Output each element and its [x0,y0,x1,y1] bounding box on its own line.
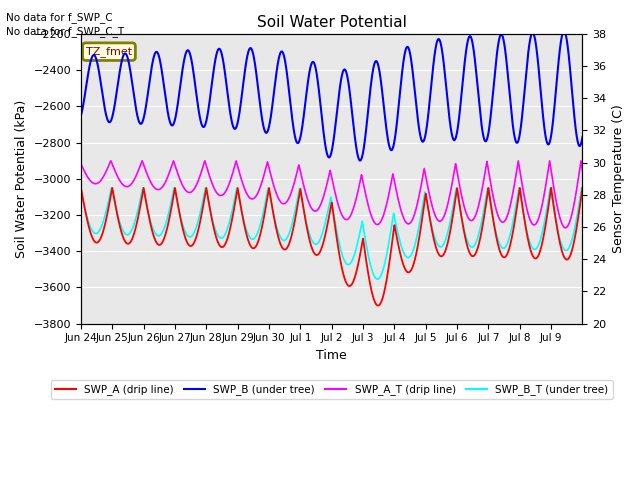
SWP_A_T (drip line) [460,201,467,207]
Line: SWP_A (drip line): SWP_A (drip line) [81,188,582,306]
SWP_B (under tree) [383,129,390,135]
X-axis label: Time: Time [316,349,347,362]
SWP_B_T (under tree) [369,271,377,276]
Line: SWP_A_T (drip line): SWP_A_T (drip line) [81,161,582,228]
SWP_B (under tree) [460,71,467,76]
SWP_A (drip line) [460,226,467,232]
SWP_B (under tree) [560,28,568,34]
SWP_A (drip line) [95,239,102,245]
SWP_A_T (drip line) [313,208,321,214]
SWP_B (under tree) [77,113,84,119]
SWP_A_T (drip line) [383,200,390,206]
SWP_B_T (under tree) [460,225,467,230]
SWP_B (under tree) [369,66,377,72]
SWP_B_T (under tree) [383,251,391,256]
SWP_A (drip line) [270,212,278,218]
SWP_B_T (under tree) [579,190,586,196]
SWP_A (drip line) [369,294,377,300]
SWP_B (under tree) [313,71,321,77]
SWP_B_T (under tree) [270,213,278,218]
Y-axis label: Soil Water Potential (kPa): Soil Water Potential (kPa) [15,100,28,258]
Legend: SWP_A (drip line), SWP_B (under tree), SWP_A_T (drip line), SWP_B_T (under tree): SWP_A (drip line), SWP_B (under tree), S… [51,380,612,399]
SWP_A_T (drip line) [95,180,102,186]
Line: SWP_B (under tree): SWP_B (under tree) [81,31,582,160]
SWP_A_T (drip line) [561,225,569,231]
Text: TZ_fmet: TZ_fmet [86,46,132,57]
SWP_A (drip line) [77,185,84,191]
SWP_A_T (drip line) [270,183,278,189]
SWP_B_T (under tree) [95,229,102,235]
SWP_A (drip line) [313,252,321,258]
SWP_B_T (under tree) [374,276,381,282]
Title: Soil Water Potential: Soil Water Potential [257,15,406,30]
Text: No data for f_SWP_C_T: No data for f_SWP_C_T [6,26,125,37]
Y-axis label: Sensor Temperature (C): Sensor Temperature (C) [612,104,625,253]
SWP_B (under tree) [579,134,586,140]
SWP_B_T (under tree) [313,241,321,247]
SWP_B (under tree) [356,157,364,163]
Line: SWP_B_T (under tree): SWP_B_T (under tree) [81,188,582,279]
SWP_A_T (drip line) [579,168,586,174]
SWP_A (drip line) [579,185,586,191]
SWP_A_T (drip line) [77,161,84,167]
SWP_A (drip line) [383,276,390,282]
SWP_A_T (drip line) [369,217,377,223]
SWP_B_T (under tree) [264,185,272,191]
SWP_A (drip line) [374,303,382,309]
SWP_B (under tree) [95,65,102,71]
Text: No data for f_SWP_C: No data for f_SWP_C [6,12,113,23]
SWP_A_T (drip line) [107,158,115,164]
SWP_B (under tree) [270,92,278,98]
SWP_B_T (under tree) [77,189,84,194]
